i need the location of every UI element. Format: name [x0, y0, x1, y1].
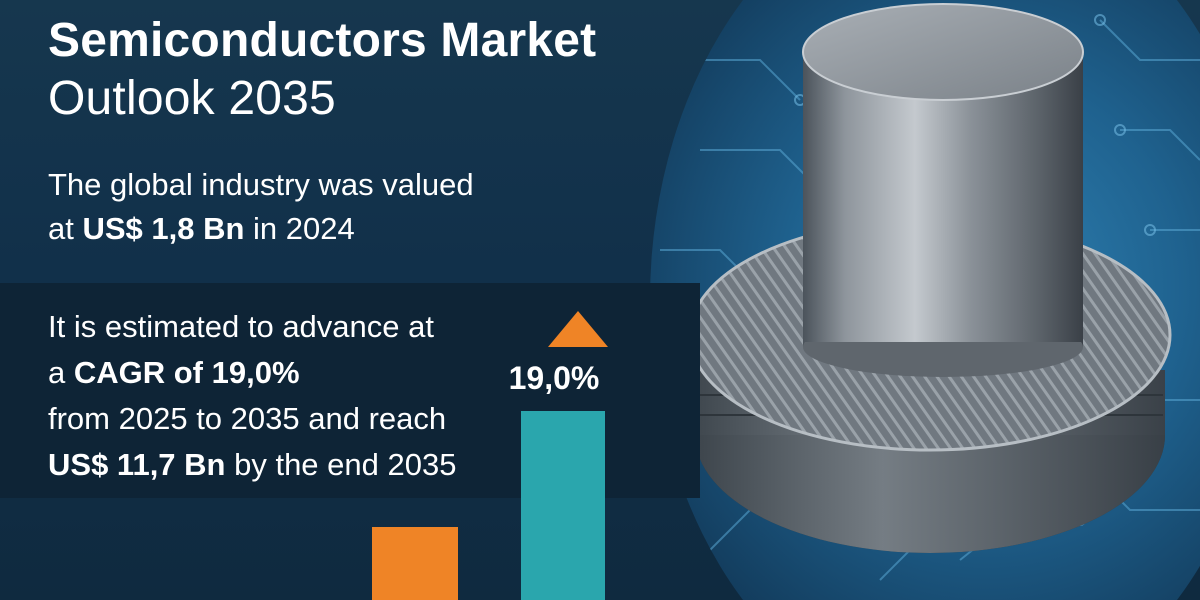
forecast-line-3: from 2025 to 2035 and reach — [48, 401, 447, 436]
valuation-suffix: in 2024 — [244, 211, 355, 246]
valuation-amount: US$ 1,8 Bn — [82, 211, 245, 246]
forecast-text: It is estimated to advance at a CAGR of … — [48, 304, 456, 488]
title-line-2: Outlook 2035 — [48, 72, 336, 125]
growth-bar-2035 — [521, 411, 605, 600]
cagr-badge: 19,0% — [508, 360, 600, 396]
up-triangle-arrow-icon — [548, 311, 608, 347]
valuation-line-1: The global industry was valued — [48, 167, 474, 202]
growth-bar-2024 — [372, 527, 458, 600]
forecast-amount: US$ 11,7 Bn — [48, 447, 226, 482]
title-line-1: Semiconductors Market — [48, 14, 597, 67]
valuation-text: The global industry was valued at US$ 1,… — [48, 163, 474, 251]
cagr-value: CAGR of 19,0% — [73, 355, 300, 390]
forecast-line-2: a CAGR of 19,0% — [48, 350, 456, 396]
valuation-prefix: at — [48, 211, 83, 246]
forecast-prefix: a — [48, 355, 74, 390]
page-title: Semiconductors Market Outlook 2035 — [48, 12, 596, 128]
forecast-line-4: US$ 11,7 Bn by the end 2035 — [48, 442, 456, 488]
valuation-line-2: at US$ 1,8 Bn in 2024 — [48, 207, 474, 251]
forecast-line-1: It is estimated to advance at — [48, 309, 434, 344]
forecast-suffix: by the end 2035 — [225, 447, 457, 482]
